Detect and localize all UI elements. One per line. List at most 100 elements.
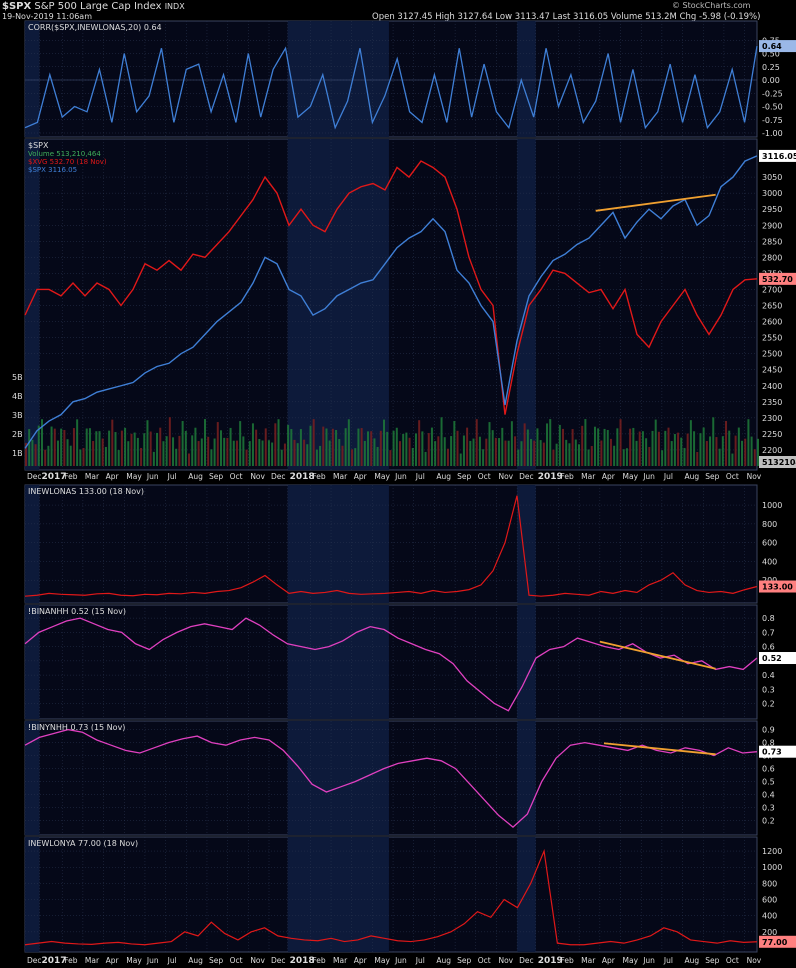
x-tick-label: 2019 [538, 956, 563, 966]
volume-bar [587, 449, 590, 466]
y-tick-label: 400 [762, 557, 777, 566]
volume-bar [609, 438, 612, 466]
volume-tick-label: 5B [12, 373, 23, 382]
x-tick-label: Jul [663, 956, 673, 965]
y-tick-label: 0.2 [762, 700, 775, 709]
y-tick-label: 2350 [762, 398, 782, 407]
volume-bar [98, 431, 101, 466]
volume-bar [56, 440, 59, 466]
volume-bar [721, 436, 724, 466]
volume-bar [641, 431, 644, 466]
volume-bar [315, 449, 318, 466]
volume-bar [661, 450, 664, 466]
volume-bar [271, 442, 274, 466]
y-tick-label: 2450 [762, 366, 782, 375]
x-tick-label: Sep [209, 956, 223, 965]
x-tick-label: Sep [705, 472, 719, 481]
volume-bar [130, 433, 133, 466]
x-tick-label: Nov [498, 956, 513, 965]
inewlonya-series-line [24, 848, 758, 946]
x-tick-label: Aug [188, 472, 203, 481]
volume-bar [72, 428, 75, 466]
x-tick-label: Oct [478, 956, 491, 965]
volume-bar [165, 436, 168, 466]
volume-bar [395, 427, 398, 466]
shaded-region [25, 721, 40, 835]
chart-header: $SPX S&P 500 Large Cap Index INDX [2, 1, 185, 12]
volume-bar [95, 431, 98, 466]
x-tick-label: Feb [64, 472, 78, 481]
trend-line [599, 640, 716, 670]
volume-bar [140, 447, 143, 466]
x-tick-label: Sep [705, 956, 719, 965]
last-value-box [759, 652, 796, 665]
last-value-label: 3116.05 [762, 152, 796, 161]
volume-bar [446, 448, 449, 466]
volume-bar [501, 427, 504, 466]
volume-bar [274, 423, 277, 466]
volume-bar [549, 419, 552, 466]
volume-bar [597, 428, 600, 466]
volume-bar [168, 417, 171, 466]
volume-bar [453, 421, 456, 466]
volume-bar [296, 443, 299, 466]
volume-bar [635, 440, 638, 466]
volume-bar [37, 425, 40, 466]
x-tick-label: Aug [685, 956, 700, 965]
binynhh-series-line [24, 728, 758, 828]
volume-bar [686, 433, 689, 466]
x-tick-label: Nov [498, 472, 513, 481]
x-tick-label: Oct [478, 472, 491, 481]
volume-bar [277, 419, 280, 466]
y-tick-label: 600 [762, 896, 777, 905]
last-value-label: 0.64 [762, 42, 782, 51]
volume-bar [523, 423, 526, 466]
volume-bar [251, 423, 254, 466]
y-tick-label: -0.50 [762, 103, 783, 112]
volume-bar [175, 448, 178, 466]
x-tick-label: Mar [333, 472, 348, 481]
volume-bar [593, 426, 596, 466]
volume-bar [223, 437, 226, 466]
volume-bar [555, 443, 558, 466]
volume-bar [408, 437, 411, 466]
legend-volume: Volume 513,210,464 [28, 150, 101, 158]
y-tick-label: 400 [762, 912, 777, 921]
last-value-label: 133.00 [762, 583, 793, 592]
volume-bar [718, 448, 721, 466]
shaded-region [517, 605, 536, 719]
x-tick-label: Jun [394, 472, 407, 481]
volume-bar [136, 437, 139, 466]
volume-bar [229, 427, 232, 466]
volume-bar [188, 453, 191, 466]
volume-bar [450, 436, 453, 466]
volume-bar [204, 419, 207, 466]
volume-bar [44, 449, 47, 466]
x-tick-label: Dec [519, 472, 534, 481]
volume-bar [357, 428, 360, 466]
volume-bar [734, 435, 737, 466]
panel-title: !BINANHH 0.52 (15 Nov) [28, 607, 126, 616]
y-tick-label: 2550 [762, 334, 782, 343]
x-tick-label: 2017 [41, 956, 66, 966]
last-value-box [759, 935, 796, 948]
volume-bar [712, 417, 715, 466]
corr-series-line [24, 45, 758, 130]
volume-bar [517, 449, 520, 466]
volume-bar [379, 430, 382, 466]
x-tick-label: Oct [230, 956, 243, 965]
volume-bar [178, 435, 181, 466]
x-tick-label: Mar [333, 956, 348, 965]
volume-bar [498, 438, 501, 466]
volume-bar [306, 444, 309, 466]
x-tick-label: Dec [27, 956, 42, 965]
volume-bar [456, 430, 459, 466]
volume-bar [219, 430, 222, 466]
volume-bar [367, 431, 370, 466]
datetime: 19-Nov-2019 11:06am [2, 12, 93, 21]
watermark: © StockCharts.com [672, 1, 751, 10]
volume-bar [239, 421, 242, 466]
volume-bar [287, 424, 290, 466]
x-tick-label: Apr [354, 472, 368, 481]
